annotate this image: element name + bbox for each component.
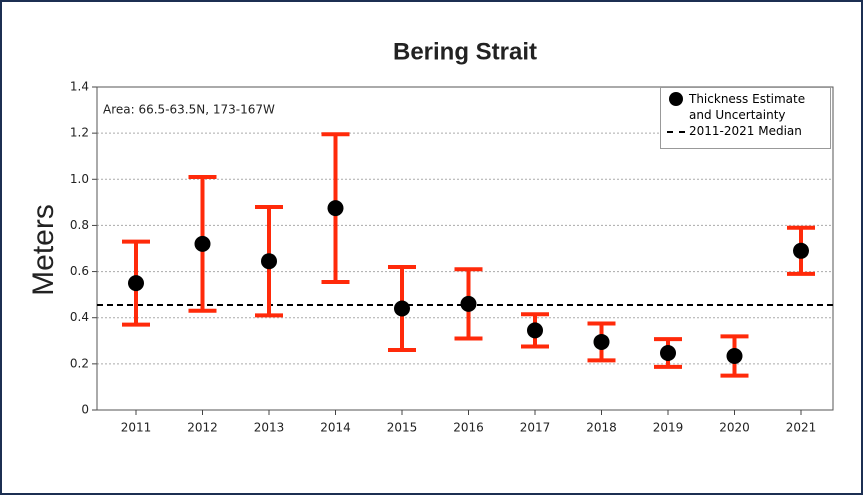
x-tick-label: 2018 (586, 421, 617, 435)
y-tick-label: 0.8 (70, 218, 89, 232)
legend-entry: Thickness Estimate and Uncertainty (667, 91, 824, 123)
legend-label: 2011-2021 Median (689, 124, 802, 138)
y-tick-label: 0 (81, 403, 89, 417)
x-tick-label: 2014 (320, 421, 351, 435)
point (527, 322, 543, 339)
legend-entry: 2011-2021 Median (667, 123, 824, 139)
y-axis-label: Meters (27, 204, 60, 296)
x-tick-label: 2012 (187, 421, 218, 435)
y-tick-label: 1.0 (70, 172, 89, 186)
y-tick-label: 1.4 (70, 80, 89, 94)
x-tick-label: 2011 (121, 421, 152, 435)
point (726, 348, 743, 365)
plot-area (96, 86, 834, 411)
point (793, 242, 809, 259)
chart-title: Bering Strait (393, 38, 537, 65)
y-tick-label: 0.2 (70, 356, 89, 370)
legend-label: Thickness Estimate and Uncertainty (689, 92, 806, 122)
y-tick-label: 1.2 (70, 126, 89, 140)
point (327, 200, 344, 217)
x-tick-label: 2016 (453, 421, 484, 435)
annotation: Area: 66.5-63.5N, 173-167W (103, 103, 275, 117)
x-tick-label: 2020 (719, 421, 750, 435)
point (394, 300, 410, 317)
x-tick-label: 2013 (254, 421, 285, 435)
point (660, 345, 676, 362)
point (261, 253, 277, 270)
y-tick-label: 0.6 (70, 264, 89, 278)
point (128, 275, 144, 292)
x-tick-label: 2019 (653, 421, 684, 435)
x-tick-label: 2015 (387, 421, 418, 435)
y-tick-label: 0.4 (70, 310, 89, 324)
legend: Thickness Estimate and Uncertainty 2011-… (660, 87, 831, 149)
x-tick-label: 2017 (520, 421, 551, 435)
point (593, 333, 610, 350)
point (194, 235, 211, 252)
point (460, 295, 477, 312)
x-tick-label: 2021 (786, 421, 817, 435)
